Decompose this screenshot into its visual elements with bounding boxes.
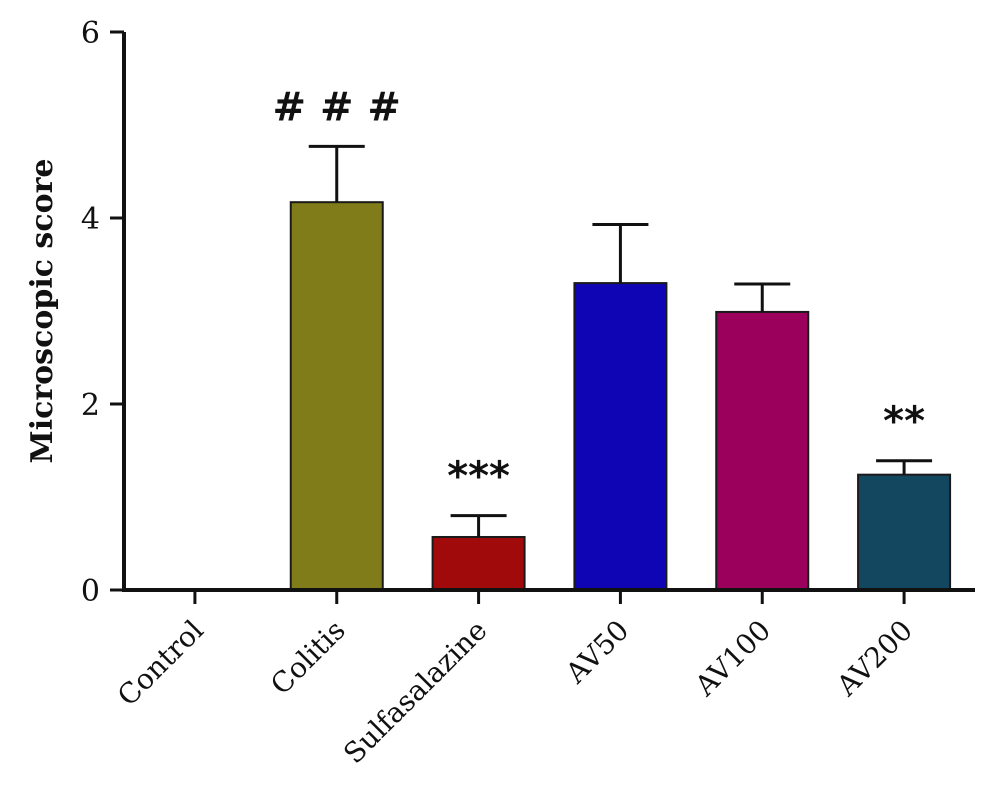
bar-sulfasalazine <box>431 535 526 591</box>
axes-group <box>122 32 975 592</box>
y-tick-label-4: 4 <box>81 202 100 237</box>
annotations-group: # # #***** <box>273 84 926 499</box>
bar-av50 <box>573 282 668 591</box>
y-tick-label-2: 2 <box>81 388 100 423</box>
x-tick-label-av200: AV200 <box>830 614 919 703</box>
x-tick-label-av50: AV50 <box>559 614 636 691</box>
annotation-sulfasalazine: *** <box>447 454 510 500</box>
y-tick-label-0: 0 <box>81 574 100 609</box>
bar-av100 <box>715 310 810 591</box>
y-ticks-group: 0 2 4 6 <box>81 16 124 609</box>
bar-colitis <box>289 201 384 591</box>
bar-av200 <box>857 473 952 591</box>
annotation-colitis: # # # <box>273 84 401 130</box>
y-axis-title: Microscopic score <box>25 159 60 464</box>
error-bars-group <box>308 144 933 537</box>
x-tick-label-control: Control <box>111 614 210 713</box>
y-tick-label-6: 6 <box>81 16 100 51</box>
x-tick-label-colitis: Colitis <box>264 614 352 702</box>
x-tick-label-av100: AV100 <box>688 614 777 703</box>
annotation-av200: ** <box>883 399 925 445</box>
x-tick-label-sulfasalazine: Sulfasalazine <box>337 614 493 770</box>
